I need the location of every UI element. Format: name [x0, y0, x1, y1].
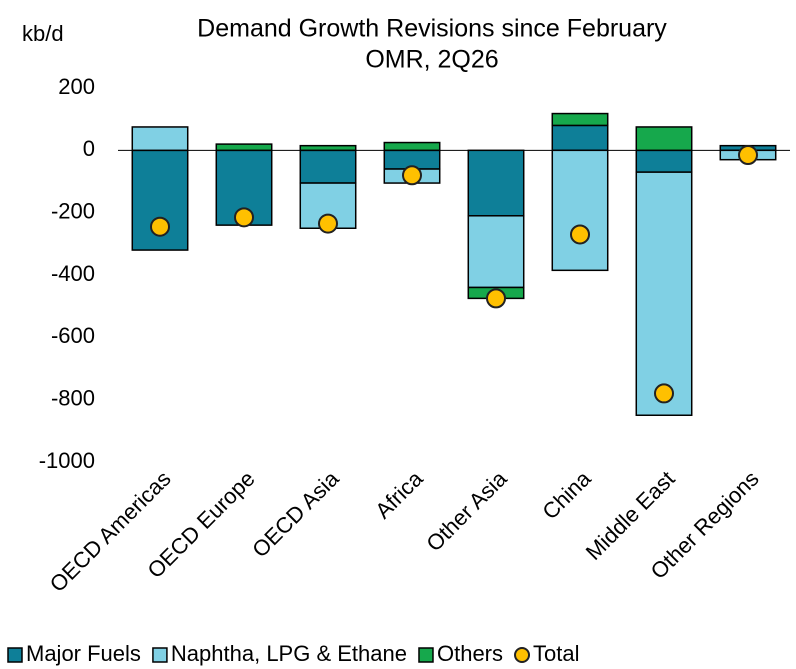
y-tick-label: -200 [51, 198, 95, 223]
y-tick-label: -400 [51, 261, 95, 286]
bar-segment [551, 149, 609, 272]
bar-segment [635, 171, 693, 416]
total-marker [486, 288, 506, 309]
x-tick-label: Africa [370, 465, 428, 523]
bar-segment [467, 149, 525, 217]
bar-segment [131, 126, 189, 152]
legend-swatch [514, 647, 531, 663]
y-tick-label: 200 [58, 74, 95, 99]
bar-segment [551, 124, 609, 152]
legend-label: Total [533, 641, 579, 666]
bar-segment [635, 149, 693, 173]
legend-swatch [152, 647, 168, 663]
bar-segment [467, 215, 525, 289]
y-tick-label: -600 [51, 323, 95, 348]
y-axis-label: kb/d [22, 21, 64, 46]
bar-segment [383, 141, 441, 152]
total-marker [318, 213, 338, 234]
y-tick-label: 0 [83, 136, 95, 161]
total-marker [654, 383, 674, 404]
y-tick-label: -800 [51, 385, 95, 410]
chart-title: OMR, 2Q26 [365, 46, 498, 74]
bar-segment [299, 144, 357, 152]
bar-segment [635, 126, 693, 152]
bar-segment [551, 112, 609, 127]
bar-segment [215, 143, 273, 152]
total-marker [402, 165, 422, 186]
total-marker [738, 145, 758, 166]
total-marker [150, 216, 170, 237]
legend-label: Major Fuels [26, 641, 141, 666]
legend-swatch [418, 647, 434, 663]
total-marker [234, 207, 254, 228]
legend-label: Naphtha, LPG & Ethane [171, 641, 407, 666]
total-marker [570, 224, 590, 245]
y-tick-label: -1000 [39, 448, 95, 473]
bar-segment [299, 149, 357, 184]
x-tick-label: OECD Asia [247, 465, 344, 562]
x-tick-label: Other Asia [421, 465, 512, 556]
x-tick-label: China [537, 465, 596, 524]
legend-swatch [7, 647, 23, 663]
legend-label: Others [437, 641, 503, 666]
chart-title: Demand Growth Revisions since February [197, 15, 667, 43]
